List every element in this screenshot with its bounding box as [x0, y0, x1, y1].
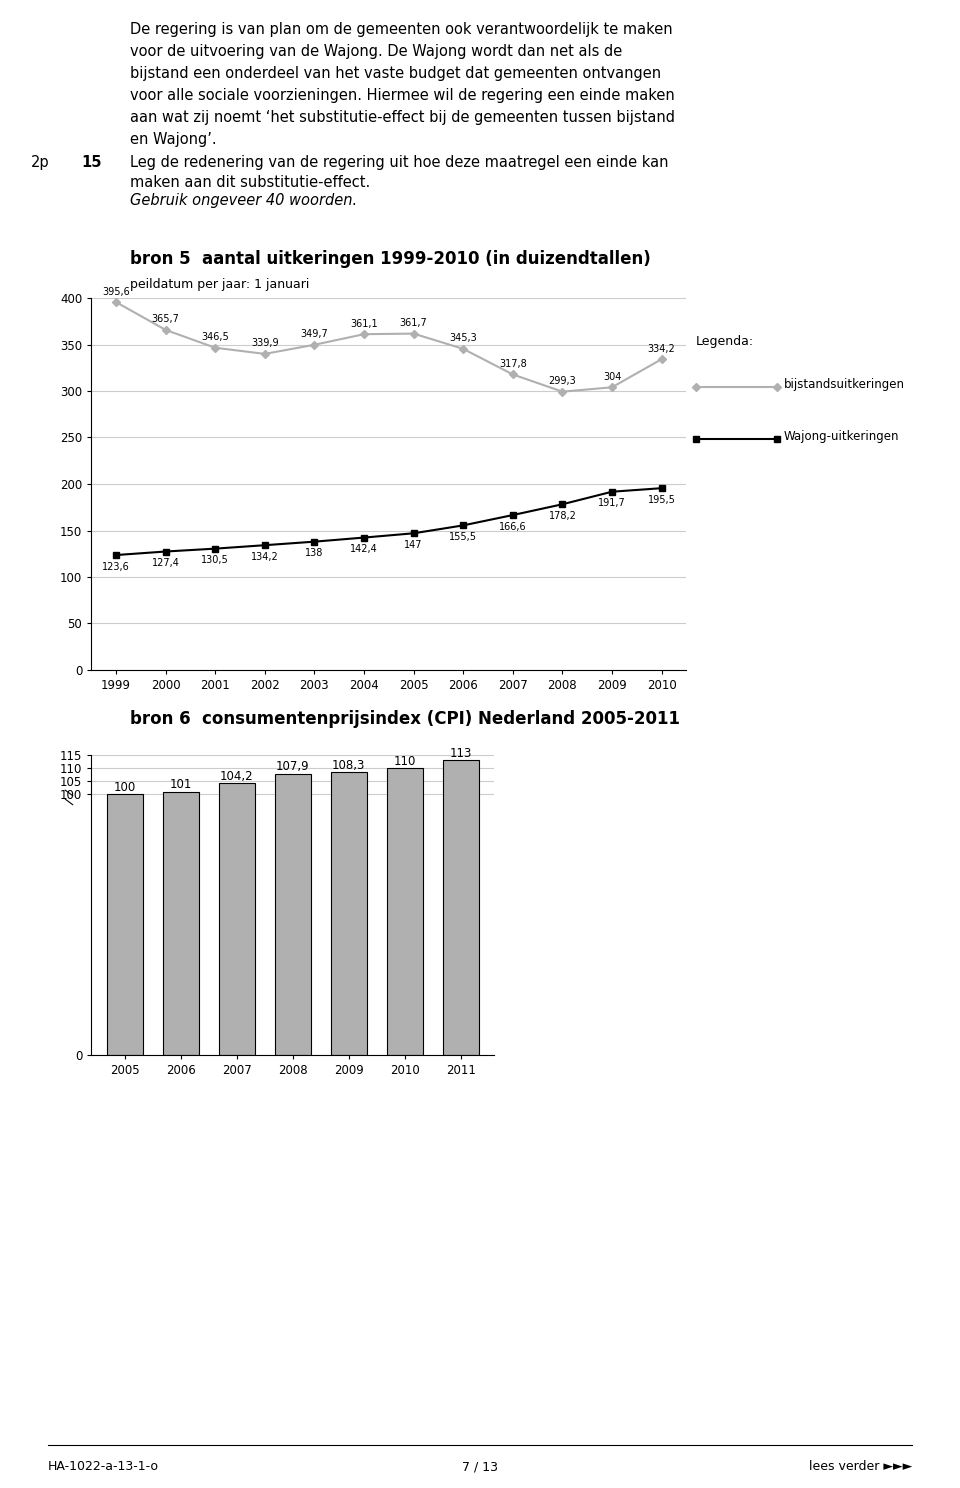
Text: HA-1022-a-13-1-o: HA-1022-a-13-1-o — [48, 1460, 159, 1473]
Text: lees verder ►►►: lees verder ►►► — [808, 1460, 912, 1473]
Text: 113: 113 — [449, 747, 472, 760]
Text: en Wajong’.: en Wajong’. — [130, 132, 216, 147]
Text: 155,5: 155,5 — [449, 531, 477, 542]
Text: 361,1: 361,1 — [350, 318, 378, 329]
Text: 107,9: 107,9 — [276, 760, 310, 772]
Text: 346,5: 346,5 — [202, 332, 229, 342]
Text: bijstand een onderdeel van het vaste budget dat gemeenten ontvangen: bijstand een onderdeel van het vaste bud… — [130, 65, 660, 80]
Bar — [219, 783, 255, 1055]
Text: 317,8: 317,8 — [499, 359, 527, 369]
Bar — [275, 774, 311, 1055]
Text: 110: 110 — [394, 754, 416, 768]
Text: 166,6: 166,6 — [499, 522, 527, 531]
Text: Gebruik ongeveer 40 woorden.: Gebruik ongeveer 40 woorden. — [130, 193, 357, 208]
Text: aantal uitkeringen 1999-2010 (in duizendtallen): aantal uitkeringen 1999-2010 (in duizend… — [202, 250, 650, 268]
Text: 134,2: 134,2 — [251, 552, 278, 561]
Text: 395,6: 395,6 — [102, 287, 130, 296]
Text: Legenda:: Legenda: — [696, 335, 755, 348]
Text: 104,2: 104,2 — [220, 769, 253, 783]
Text: 191,7: 191,7 — [598, 498, 626, 509]
Bar — [443, 760, 479, 1055]
Text: Leg de redenering van de regering uit hoe deze maatregel een einde kan: Leg de redenering van de regering uit ho… — [130, 155, 668, 170]
Text: 195,5: 195,5 — [648, 494, 676, 504]
Text: bron 6: bron 6 — [130, 710, 190, 728]
Text: 349,7: 349,7 — [300, 329, 328, 339]
Text: bron 5: bron 5 — [130, 250, 190, 268]
Text: 147: 147 — [404, 540, 422, 549]
Text: aan wat zij noemt ‘het substitutie-effect bij de gemeenten tussen bijstand: aan wat zij noemt ‘het substitutie-effec… — [130, 110, 675, 125]
Text: 2p: 2p — [31, 155, 49, 170]
Text: 361,7: 361,7 — [399, 318, 427, 327]
Text: maken aan dit substitutie-effect.: maken aan dit substitutie-effect. — [130, 176, 370, 190]
Text: 339,9: 339,9 — [251, 338, 278, 348]
Text: 101: 101 — [170, 778, 192, 792]
Bar — [162, 792, 199, 1055]
Text: 365,7: 365,7 — [152, 314, 180, 324]
Text: 178,2: 178,2 — [548, 510, 576, 521]
Bar — [107, 795, 143, 1055]
Text: Wajong-uitkeringen: Wajong-uitkeringen — [783, 430, 900, 443]
Text: voor alle sociale voorzieningen. Hiermee wil de regering een einde maken: voor alle sociale voorzieningen. Hiermee… — [130, 88, 674, 103]
Text: consumentenprijsindex (CPI) Nederland 2005-2011: consumentenprijsindex (CPI) Nederland 20… — [202, 710, 680, 728]
Text: voor de uitvoering van de Wajong. De Wajong wordt dan net als de: voor de uitvoering van de Wajong. De Waj… — [130, 45, 622, 60]
Text: 15: 15 — [82, 155, 102, 170]
Text: 345,3: 345,3 — [449, 333, 477, 344]
Text: 142,4: 142,4 — [350, 545, 378, 554]
Text: 127,4: 127,4 — [152, 558, 180, 568]
Text: 334,2: 334,2 — [648, 344, 676, 354]
Text: peildatum per jaar: 1 januari: peildatum per jaar: 1 januari — [130, 278, 309, 292]
Text: bijstandsuitkeringen: bijstandsuitkeringen — [783, 378, 904, 391]
Bar — [387, 768, 423, 1055]
Text: De regering is van plan om de gemeenten ook verantwoordelijk te maken: De regering is van plan om de gemeenten … — [130, 22, 672, 37]
Text: 138: 138 — [305, 548, 324, 558]
Text: 299,3: 299,3 — [548, 376, 576, 385]
Text: 130,5: 130,5 — [202, 555, 229, 565]
Text: 108,3: 108,3 — [332, 759, 366, 772]
Text: 100: 100 — [113, 781, 136, 793]
Bar — [330, 772, 367, 1055]
Text: 7 / 13: 7 / 13 — [462, 1460, 498, 1473]
Text: 304: 304 — [603, 372, 621, 382]
Text: 123,6: 123,6 — [102, 561, 130, 571]
